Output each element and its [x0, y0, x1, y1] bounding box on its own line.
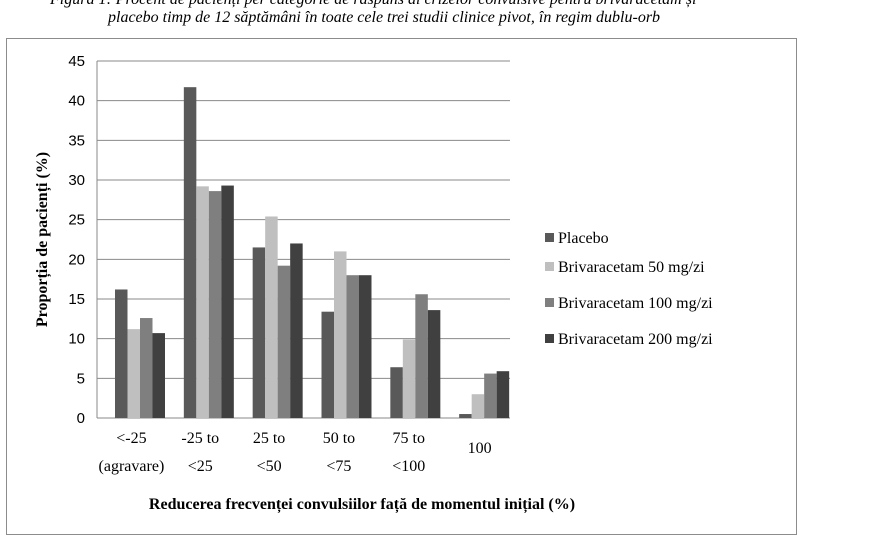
x-tick-label: 25 to	[253, 430, 285, 447]
bar	[208, 191, 222, 418]
bar	[334, 251, 347, 418]
bar	[359, 275, 372, 418]
bar	[390, 367, 403, 418]
legend-label: Placebo	[558, 230, 609, 247]
x-tick-label: <75	[326, 458, 351, 475]
bar	[427, 310, 441, 418]
legend-label: Brivaracetam 100 mg/zi	[558, 295, 713, 312]
legend-item: Brivaracetam 200 mg/zi	[545, 331, 713, 349]
legend-label: Brivaracetam 200 mg/zi	[558, 331, 713, 348]
legend-item: Placebo	[545, 230, 609, 248]
x-tick-label: <100	[392, 458, 425, 475]
x-tick-label: 75 to	[393, 430, 425, 447]
y-tick-label: 15	[68, 291, 85, 308]
x-tick-label: <25	[188, 458, 213, 475]
bar	[196, 186, 209, 418]
y-tick-label: 20	[68, 251, 85, 268]
bar	[152, 333, 165, 418]
x-axis-title: Reducerea frecvenței convulsiilor față d…	[149, 496, 575, 514]
bar	[221, 185, 234, 418]
y-tick-label: 10	[68, 331, 85, 348]
x-tick-label: -25 to	[181, 430, 219, 447]
bar	[252, 247, 266, 418]
bar	[115, 289, 128, 418]
y-tick-label: 45	[68, 53, 85, 70]
bar	[415, 294, 428, 418]
chart-frame: 0 5 10 15 20 25 30 35 40 45 <-25 (agravare) -25 to <2…	[6, 38, 797, 535]
y-tick-label: 25	[68, 212, 85, 229]
y-tick-label: 5	[77, 370, 85, 387]
bar	[496, 371, 510, 418]
bar	[471, 394, 485, 418]
y-tick-label: 0	[77, 410, 85, 427]
y-axis-title: Proporția de pacienți (%)	[34, 152, 52, 327]
legend-swatch	[545, 334, 554, 343]
legend-swatch	[545, 262, 554, 271]
bar	[277, 265, 291, 418]
bar	[321, 311, 334, 418]
bar	[183, 87, 197, 419]
legend-label: Brivaracetam 50 mg/zi	[558, 259, 705, 276]
y-tick-label: 30	[68, 172, 85, 189]
bar-chart: 0 5 10 15 20 25 30 35 40 45 <-25 (agravare) -25 to <2…	[34, 53, 575, 514]
caption-line-2: placebo timp de 12 săptămâni în toate ce…	[108, 9, 661, 26]
legend-swatch	[545, 233, 554, 242]
legend-item: Brivaracetam 100 mg/zi	[545, 295, 713, 313]
bar	[459, 414, 472, 418]
y-tick-label: 35	[68, 132, 85, 149]
bar	[265, 216, 278, 418]
y-tick-label: 40	[68, 93, 85, 110]
bar	[290, 243, 303, 418]
bar	[140, 318, 153, 418]
legend-swatch	[545, 298, 554, 307]
bar	[484, 373, 497, 418]
bar	[402, 339, 416, 418]
caption-line-1: Figura 1: Procent de pacienți per catego…	[50, 0, 696, 9]
x-tick-label: <50	[257, 458, 282, 475]
bar	[127, 329, 140, 418]
x-tick-label: (agravare)	[99, 458, 165, 475]
x-tick-label: 100	[468, 440, 492, 457]
legend-item: Brivaracetam 50 mg/zi	[545, 259, 705, 277]
x-tick-label: 50 to	[323, 430, 355, 447]
bar	[346, 275, 359, 418]
x-tick-label: <-25	[116, 430, 146, 447]
